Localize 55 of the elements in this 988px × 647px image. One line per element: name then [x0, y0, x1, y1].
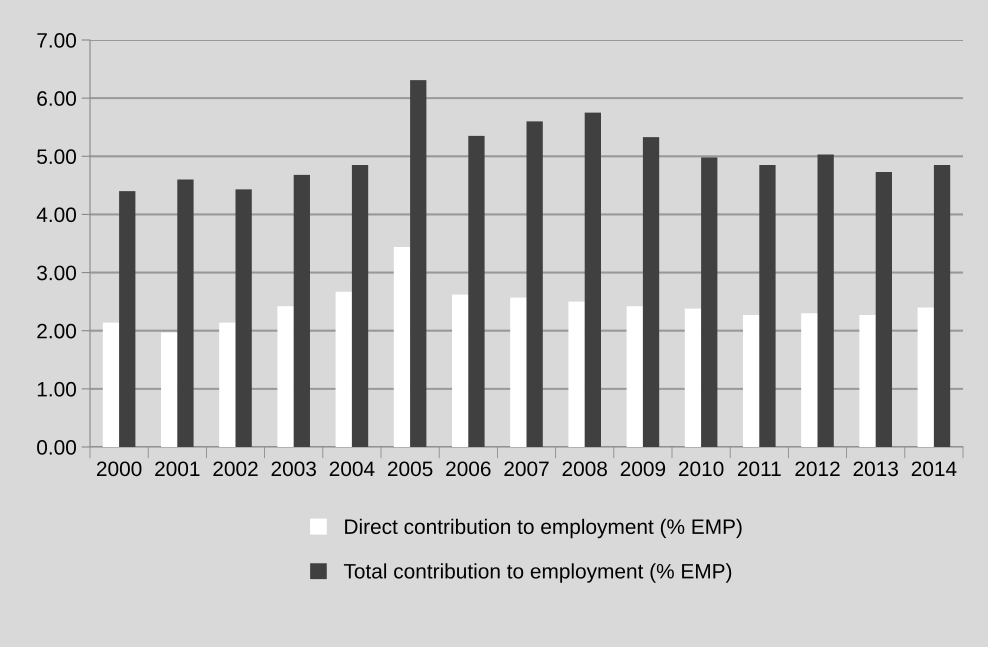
x-tick-label: 2006	[446, 461, 491, 476]
x-tick-label: 2001	[155, 461, 200, 476]
x-tick-label: 2014	[912, 461, 956, 476]
bar	[336, 292, 352, 447]
bar	[294, 174, 310, 447]
x-tick-label: 2008	[562, 461, 607, 476]
y-tick-label: 5.00	[37, 149, 76, 164]
bar	[818, 154, 834, 447]
y-tick-label: 4.00	[36, 207, 76, 222]
bar	[759, 165, 776, 447]
x-tick-label: 2000	[96, 461, 142, 476]
legend-label: Total contribution to employment (% EMP)	[344, 563, 732, 583]
bar	[352, 165, 368, 447]
bar	[876, 172, 892, 447]
bar	[526, 121, 543, 447]
x-tick-label: 2003	[272, 461, 316, 476]
bar	[743, 315, 760, 447]
bar	[277, 306, 294, 447]
bar	[701, 157, 718, 447]
x-tick-label: 2011	[738, 461, 781, 476]
x-tick-label: 2002	[213, 461, 258, 476]
x-tick-label: 2004	[330, 461, 374, 476]
bar	[102, 322, 120, 447]
bar	[684, 308, 702, 447]
bar	[918, 307, 934, 447]
bar	[452, 294, 468, 447]
y-tick-label: 7.00	[37, 33, 76, 48]
bar	[119, 191, 136, 447]
bar	[236, 189, 252, 447]
bar	[510, 298, 526, 447]
bar	[161, 332, 178, 447]
y-tick-label: 1.00	[38, 382, 76, 397]
bar	[394, 246, 410, 447]
bar	[468, 136, 485, 447]
x-tick-label: 2013	[854, 461, 898, 476]
y-tick-label: 3.00	[37, 266, 76, 280]
bar	[859, 315, 876, 447]
x-tick-label: 2009	[620, 461, 666, 476]
bar	[219, 322, 236, 447]
bar	[568, 302, 585, 447]
y-tick-label: 6.00	[37, 91, 76, 106]
bar	[934, 165, 950, 447]
bar	[642, 137, 660, 447]
y-tick-label: 0.00	[37, 440, 76, 455]
bar	[177, 180, 194, 447]
x-tick-label: 2005	[388, 461, 432, 476]
x-tick-label: 2007	[504, 461, 549, 476]
x-tick-label: 2010	[678, 461, 724, 476]
bar	[801, 313, 818, 447]
y-tick-label: 2.00	[37, 324, 76, 338]
x-tick-label: 2012	[795, 461, 840, 476]
bar	[410, 80, 426, 447]
legend-label: Direct contribution to employment (% EMP)	[345, 518, 742, 538]
bar	[626, 306, 643, 447]
bar	[584, 112, 601, 447]
